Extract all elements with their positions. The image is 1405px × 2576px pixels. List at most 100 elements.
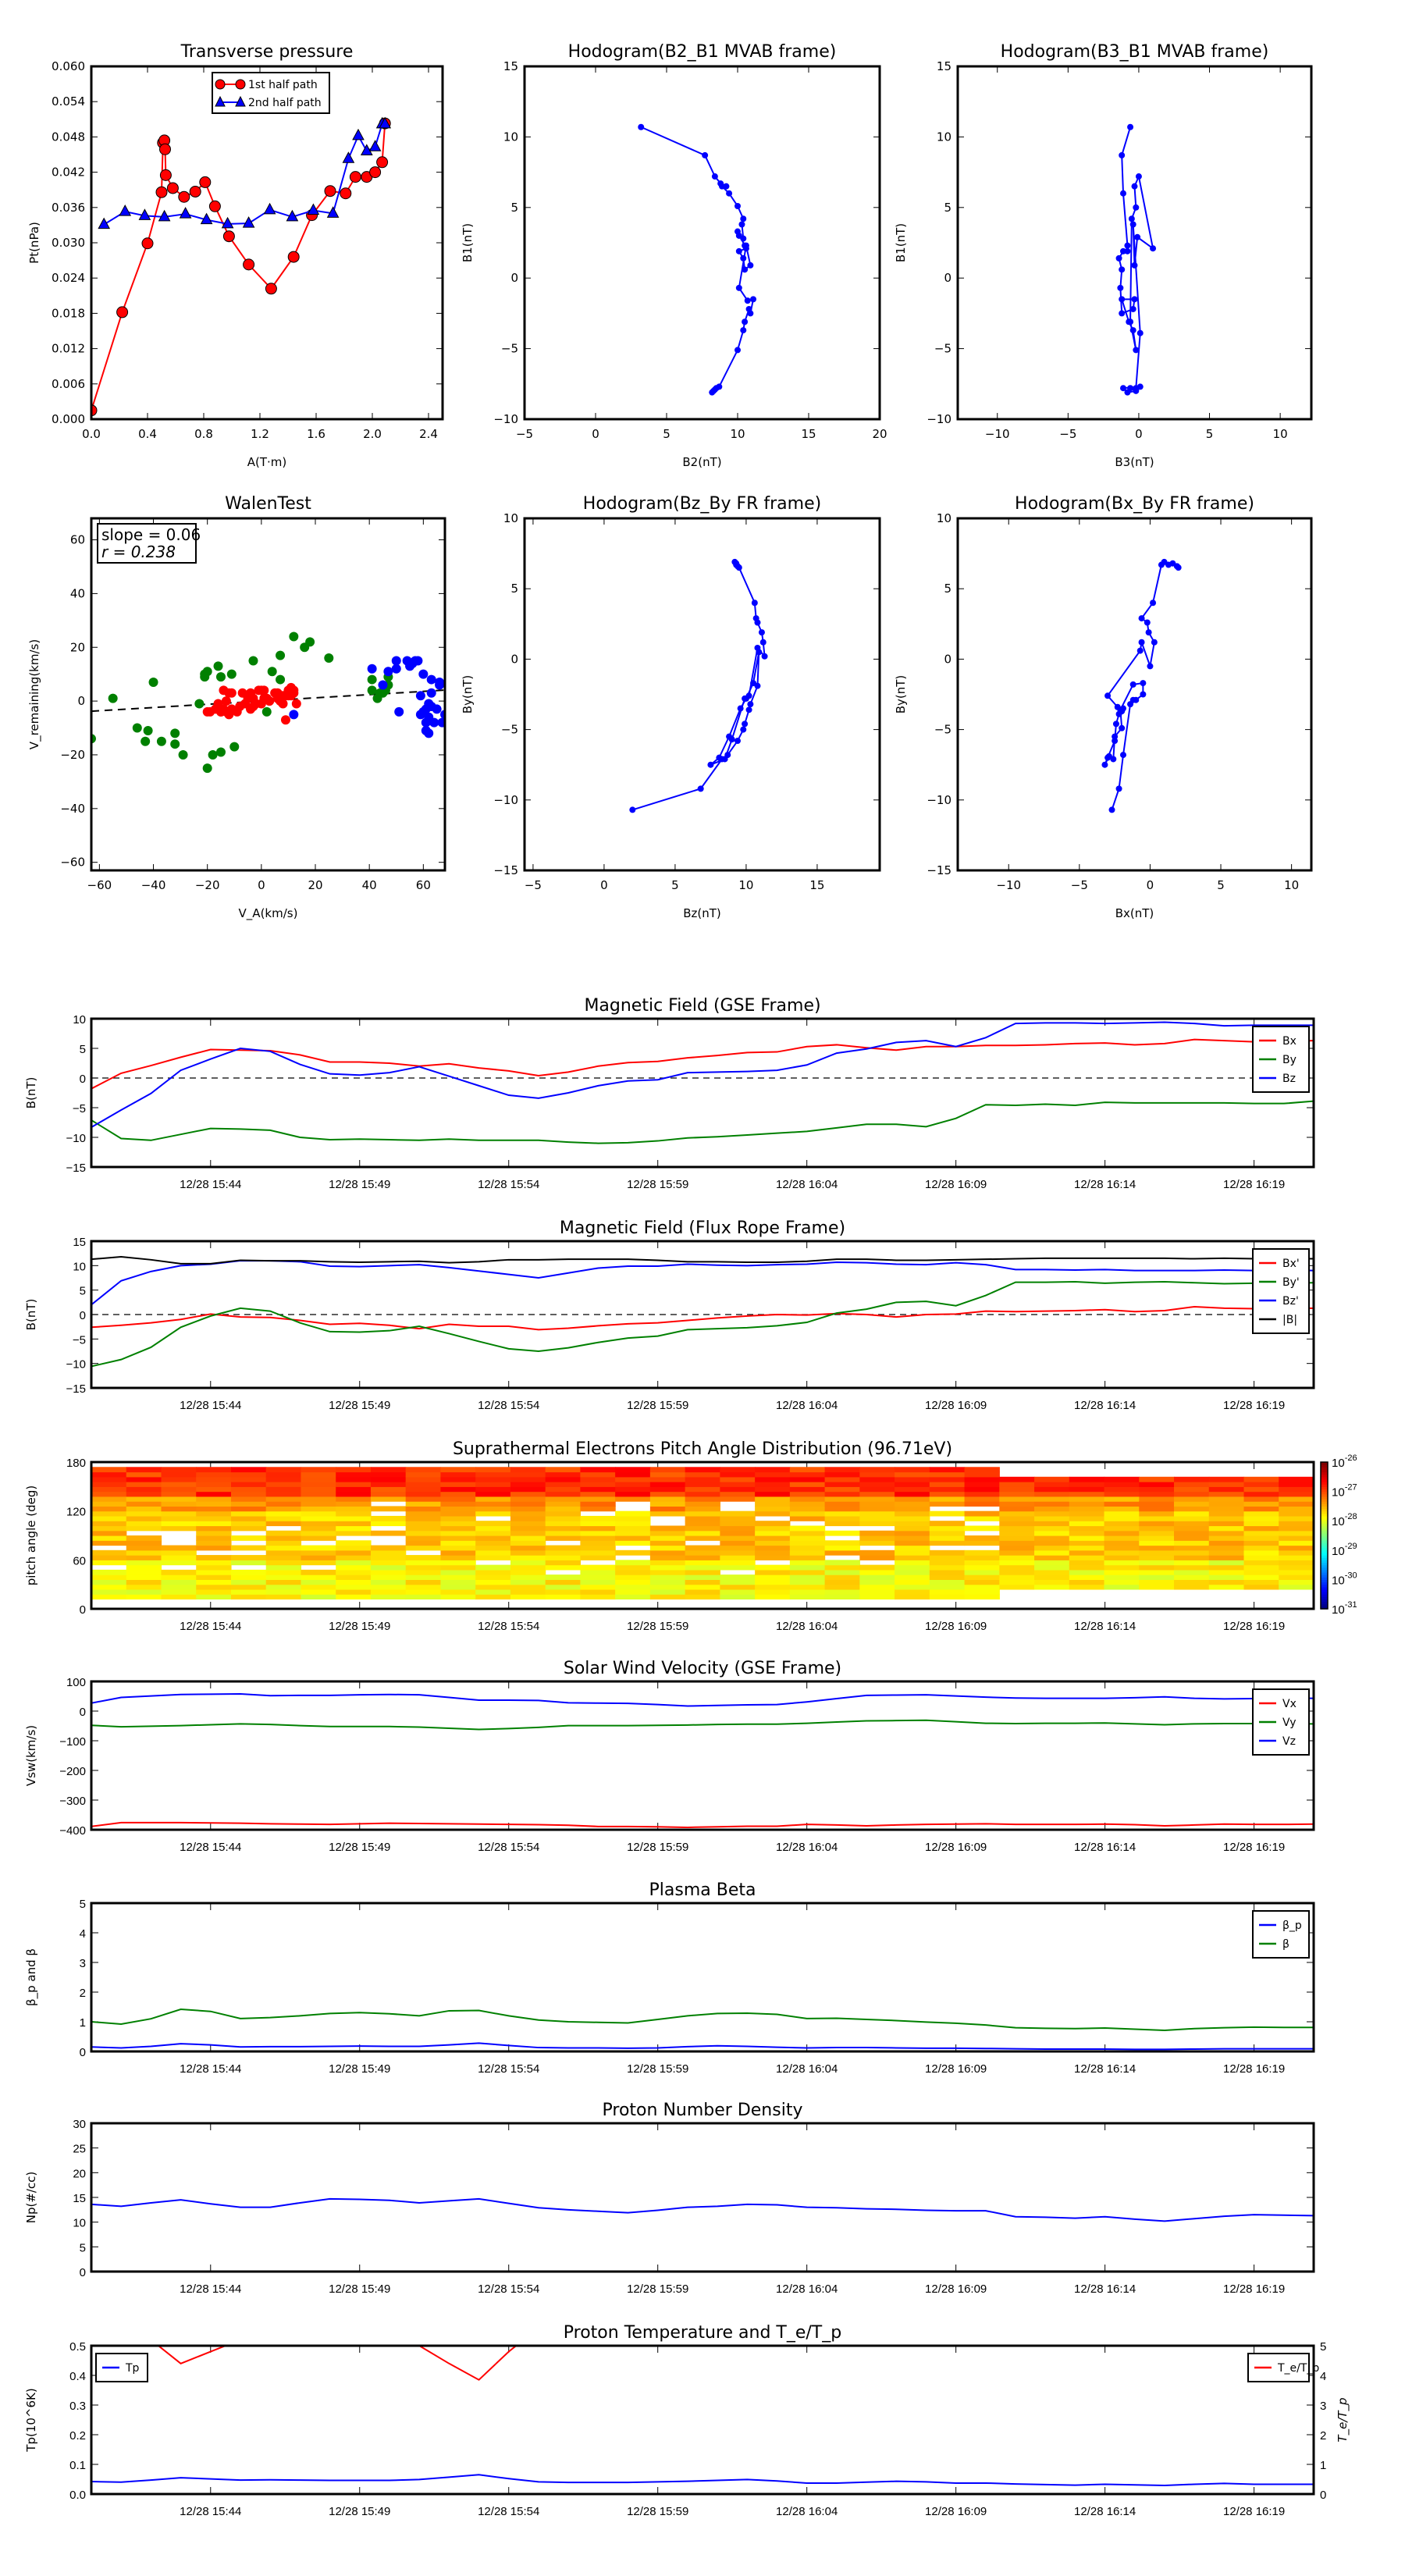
data-point [178, 190, 190, 203]
y-tick-label: 5 [944, 582, 951, 596]
y-tick-label: 0 [77, 694, 85, 708]
heatmap-cell [1034, 1540, 1070, 1546]
data-point [721, 756, 728, 763]
heatmap-cell [1243, 1560, 1279, 1566]
y-tick-label: 4 [80, 1927, 86, 1941]
heatmap-cell [126, 1589, 162, 1595]
x-tick-label: −5 [1059, 427, 1076, 441]
heatmap-cell [301, 1482, 336, 1487]
heatmap-cell [265, 1515, 302, 1521]
heatmap-cell [1174, 1491, 1210, 1497]
x-tick-label: 12/28 16:04 [776, 1399, 838, 1412]
heatmap-cell [440, 1545, 476, 1551]
heatmap-cell [405, 1574, 442, 1580]
heatmap-cell [755, 1530, 791, 1536]
legend: Vx Vy Vz [1252, 1688, 1310, 1756]
heatmap-cell [91, 1525, 127, 1532]
heatmap-cell [545, 1525, 581, 1532]
heatmap-cell [615, 1569, 651, 1575]
heatmap-cell [1139, 1579, 1175, 1585]
heatmap-cell [1034, 1584, 1070, 1590]
heatmap-cell [545, 1594, 581, 1600]
heatmap-cell [824, 1467, 860, 1473]
heatmap-cell [720, 1471, 756, 1478]
heatmap-cell [755, 1491, 791, 1497]
heatmap-cell [1243, 1535, 1279, 1541]
heatmap-cell [615, 1550, 651, 1556]
data-point [1119, 724, 1126, 731]
heatmap-cell [859, 1579, 895, 1585]
heatmap-cell [440, 1476, 476, 1482]
heatmap-cell [405, 1491, 442, 1497]
heatmap-cell [510, 1515, 546, 1521]
heatmap-cell [824, 1486, 860, 1493]
data-point [378, 680, 388, 690]
heatmap-cell [755, 1594, 791, 1600]
heatmap-cell [720, 1467, 756, 1473]
heatmap-cell [161, 1510, 197, 1517]
data-point [740, 726, 747, 733]
heatmap-cell [929, 1510, 966, 1517]
colorbar-segment [1321, 1552, 1328, 1556]
heatmap-cell [1069, 1545, 1105, 1551]
heatmap-cell [895, 1482, 930, 1487]
heatmap-cell [720, 1560, 756, 1566]
heatmap-cell [1139, 1501, 1175, 1507]
heatmap-cell [336, 1550, 372, 1556]
data-point [1134, 233, 1141, 240]
axes-frame [523, 517, 881, 872]
x-tick-label: 12/28 16:09 [925, 1399, 987, 1412]
x-tick-label: 12/28 16:19 [1223, 1620, 1285, 1633]
heatmap-cell [301, 1510, 336, 1517]
heatmap-cell [91, 1589, 127, 1595]
heatmap-cell [615, 1579, 651, 1585]
y-tick-label: 5 [510, 201, 518, 215]
heatmap-cell [824, 1584, 860, 1590]
y-tick-label: 60 [70, 533, 85, 547]
heatmap-cell [859, 1482, 895, 1487]
data-point [1119, 151, 1126, 158]
y-tick-label: 10 [503, 511, 518, 525]
heatmap-cell [789, 1574, 826, 1580]
heatmap-cell [301, 1491, 336, 1497]
heatmap-cell [440, 1560, 476, 1566]
heatmap-cell [685, 1530, 720, 1536]
heatmap-cell [964, 1584, 1000, 1590]
data-point [629, 806, 636, 813]
heatmap-cell [895, 1471, 930, 1478]
heatmap-cell [615, 1525, 651, 1532]
colorbar-frame [1320, 1461, 1329, 1610]
heatmap-cell [230, 1579, 267, 1585]
heatmap-cell [1174, 1579, 1210, 1585]
y-tick-label: −10 [66, 1358, 86, 1372]
heatmap-cell [615, 1540, 651, 1546]
y-tick-label: 0 [80, 1603, 86, 1617]
colorbar-segment [1321, 1476, 1328, 1480]
axes-frame [90, 1461, 1315, 1610]
data-point [424, 728, 434, 738]
data-point [740, 327, 747, 334]
data-point [278, 699, 288, 709]
x-tick-label: 12/28 15:49 [329, 1841, 390, 1854]
heatmap-cell [196, 1486, 232, 1493]
data-point [742, 266, 749, 273]
heatmap-cell [1174, 1540, 1210, 1546]
heatmap-cell [1279, 1560, 1314, 1566]
heatmap-cell [91, 1555, 127, 1560]
heatmap-cell [370, 1545, 407, 1551]
heatmap-cell [895, 1589, 930, 1595]
x-tick-label: 12/28 16:14 [1074, 1399, 1136, 1412]
heatmap-cell [685, 1545, 720, 1551]
heatmap-cell [755, 1535, 791, 1541]
heatmap-cell [265, 1521, 302, 1527]
heatmap-cell [126, 1584, 162, 1590]
heatmap-cell [720, 1491, 756, 1497]
heatmap-cell [789, 1535, 826, 1541]
colorbar-segment [1321, 1515, 1328, 1519]
heatmap-cell [196, 1535, 232, 1541]
plot-area [91, 1021, 1314, 1144]
colorbar-segment [1321, 1586, 1328, 1590]
y-tick-label: 0.4 [69, 2370, 86, 2383]
heatmap-cell [964, 1535, 1000, 1541]
heatmap-cell [964, 1510, 1000, 1517]
